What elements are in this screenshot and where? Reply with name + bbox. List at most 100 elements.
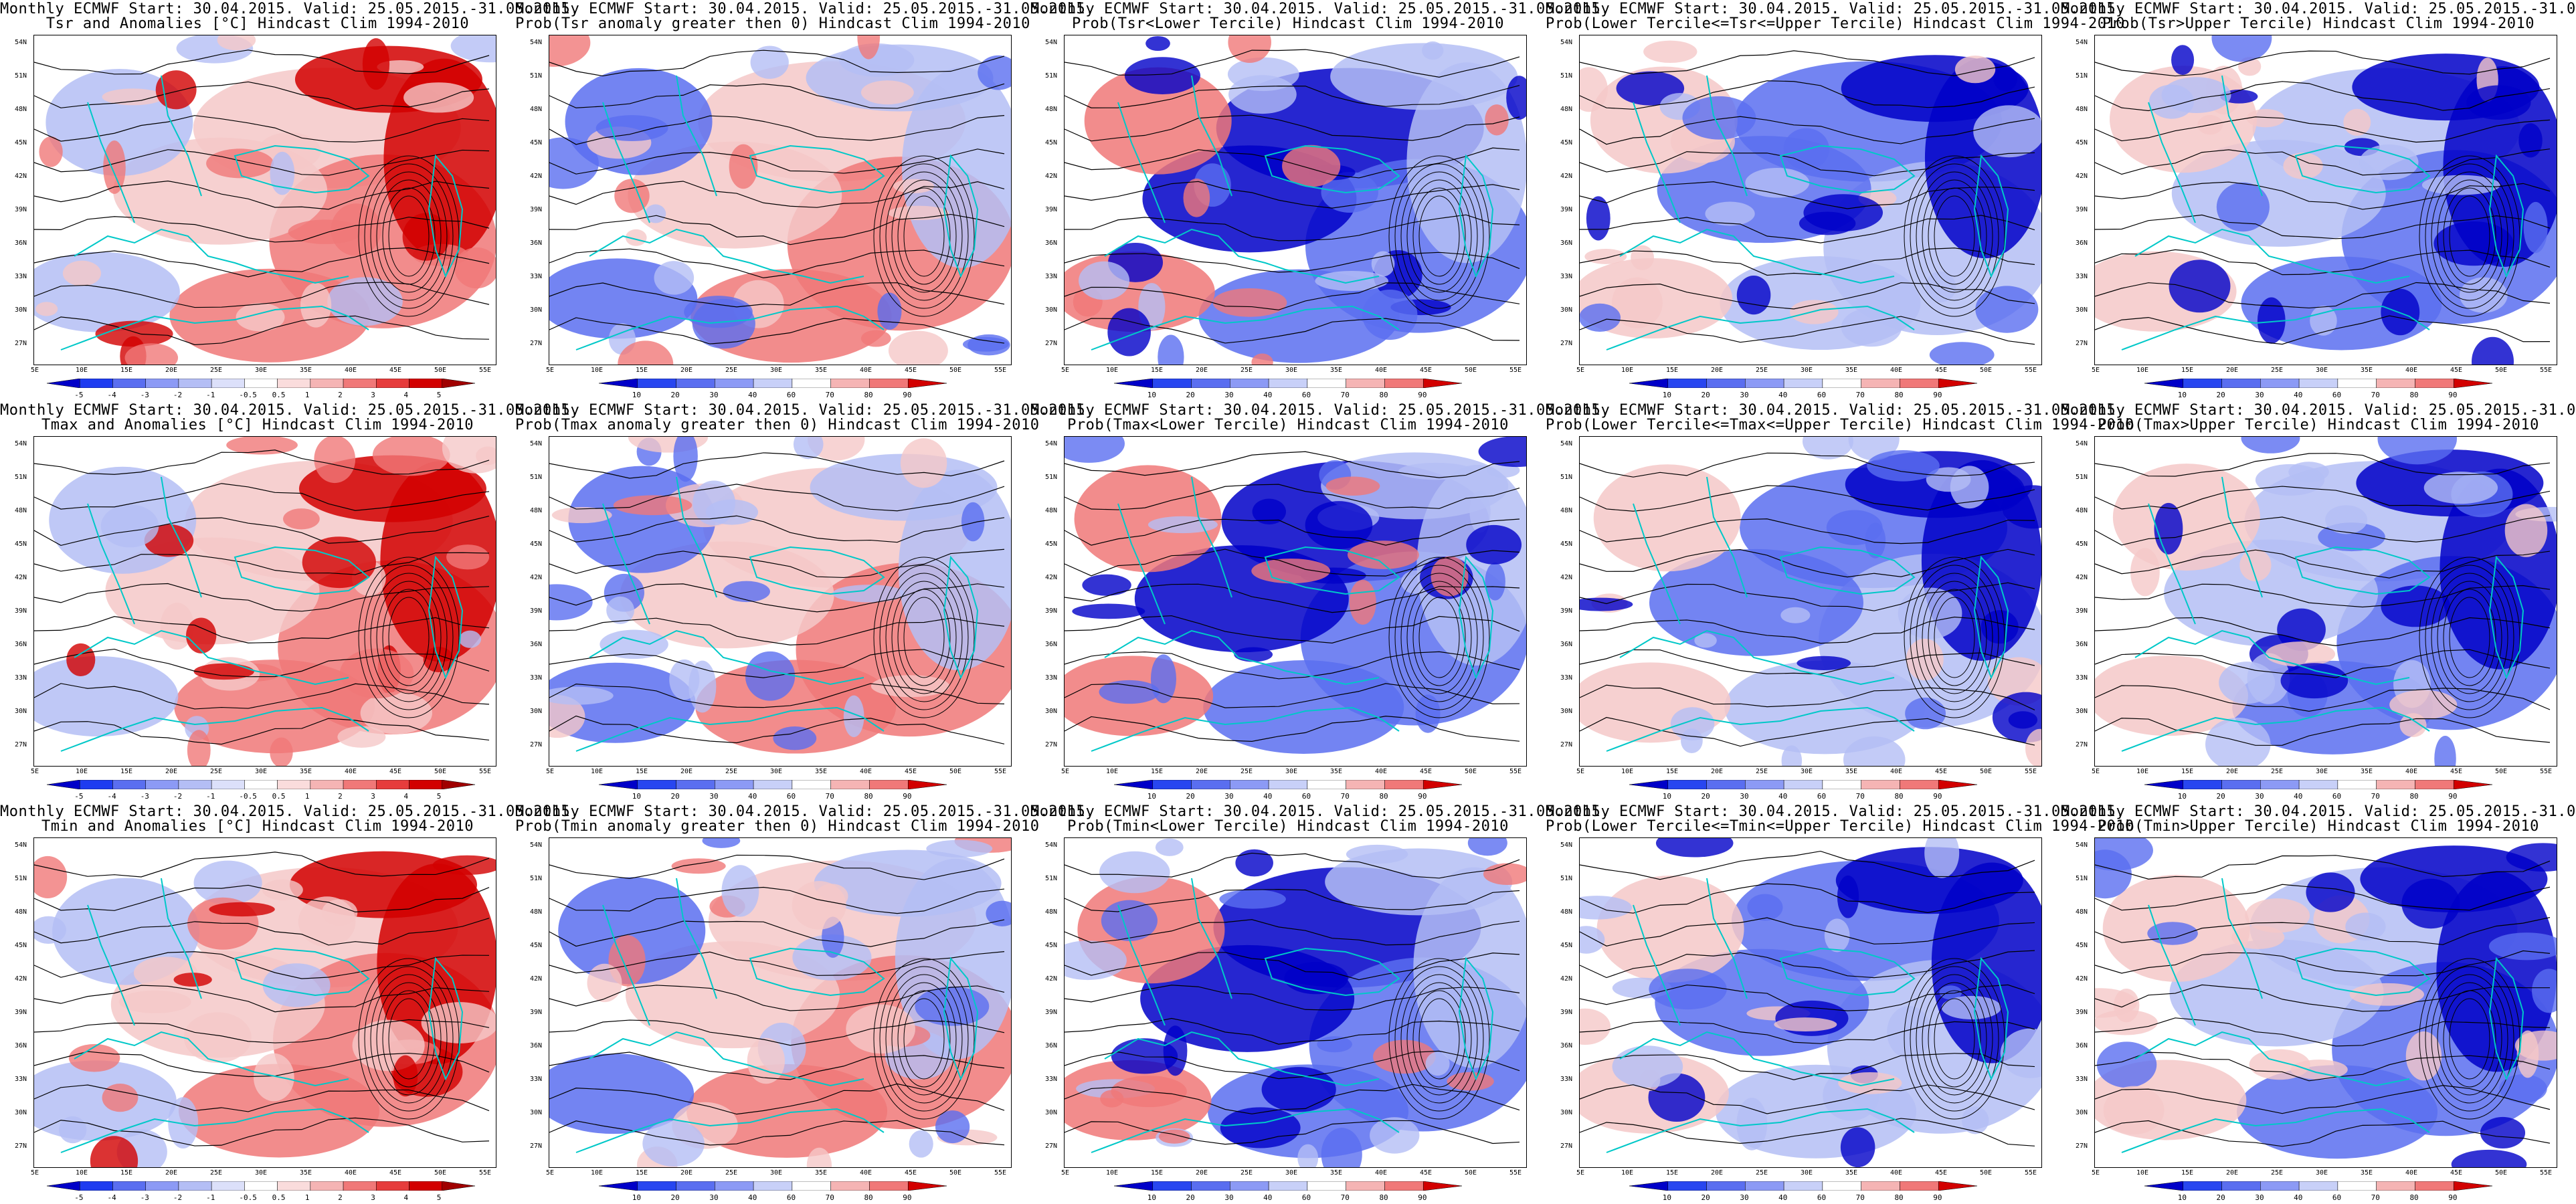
colorbar-tick: 10	[632, 792, 642, 801]
lon-label: 40E	[1890, 367, 1903, 374]
lat-label: 33N	[2076, 674, 2088, 682]
lon-label: 15E	[2181, 768, 2194, 775]
colorbar-tick: 70	[825, 1193, 834, 1202]
lon-label: 30E	[770, 367, 783, 374]
lon-label: 55E	[2025, 768, 2037, 775]
lon-label: 35E	[2361, 768, 2373, 775]
lat-label: 48N	[15, 908, 27, 916]
colorbar-tick: 80	[1379, 1193, 1388, 1202]
lon-label: 20E	[1196, 1169, 1208, 1177]
lon-label: 15E	[120, 1169, 133, 1177]
colorbar-tick: -3	[140, 792, 149, 801]
lat-label: 36N	[530, 239, 543, 247]
lon-label: 5E	[31, 768, 39, 775]
colorbar-tick: 80	[2409, 391, 2419, 399]
colorbar-tick: 10	[2177, 391, 2187, 399]
lat-label: 30N	[15, 708, 27, 715]
lon-label: 45E	[1420, 367, 1433, 374]
lon-label: 55E	[994, 768, 1007, 775]
lon-label: 15E	[1151, 1169, 1164, 1177]
lon-label: 40E	[345, 1169, 357, 1177]
lat-label: 48N	[2076, 106, 2088, 113]
lat-label: 54N	[15, 440, 27, 447]
lon-label: 30E	[1285, 367, 1298, 374]
panel-title: Prob(Tmax>Upper Tercile) Hindcast Clim 1…	[2098, 417, 2539, 433]
colorbar-tick: 90	[903, 792, 912, 801]
map-panel-tmax-prob-upper: Monthly ECMWF Start: 30.04.2015. Valid: …	[2061, 401, 2576, 803]
lon-label: 30E	[255, 768, 268, 775]
lat-label: 39N	[1560, 1009, 1573, 1016]
lat-label: 39N	[1045, 206, 1058, 213]
lat-label: 30N	[15, 1109, 27, 1116]
lon-label: 35E	[300, 367, 312, 374]
lat-label: 27N	[15, 340, 27, 347]
lon-label: 20E	[2226, 1169, 2239, 1177]
lon-label: 30E	[1801, 768, 1813, 775]
lat-label: 45N	[15, 540, 27, 548]
lat-label: 39N	[1560, 206, 1573, 213]
colorbar-tick: 60	[786, 391, 796, 399]
colorbar-tick: 70	[2371, 1193, 2380, 1202]
lon-label: 15E	[636, 1169, 648, 1177]
map-shading	[1580, 35, 2041, 365]
lon-label: 15E	[1666, 367, 1679, 374]
lon-label: 20E	[680, 1169, 693, 1177]
lon-label: 5E	[2092, 768, 2100, 775]
lat-label: 54N	[1560, 440, 1573, 447]
lat-label: 51N	[1560, 875, 1573, 882]
lat-label: 33N	[530, 674, 543, 682]
colorbar-tick: 0.5	[272, 792, 286, 801]
map-panel-tmax-prob-lower: Monthly ECMWF Start: 30.04.2015. Valid: …	[1030, 401, 1609, 803]
lon-label: 15E	[120, 768, 133, 775]
map-shading	[2095, 437, 2557, 766]
lon-label: 55E	[1509, 367, 1522, 374]
lat-label: 48N	[1045, 106, 1058, 113]
colorbar	[47, 1181, 475, 1191]
lon-label: 35E	[300, 768, 312, 775]
lat-label: 54N	[1560, 39, 1573, 46]
lat-label: 54N	[2076, 440, 2088, 447]
lon-label: 10E	[591, 768, 604, 775]
colorbar-tick: 40	[2294, 391, 2303, 399]
lat-label: 27N	[1045, 340, 1058, 347]
lat-label: 42N	[2076, 574, 2088, 581]
lon-label: 5E	[1061, 768, 1070, 775]
panel-title: Prob(Tmin anomaly greater then 0) Hindca…	[515, 818, 1040, 835]
colorbar-tick: 60	[2332, 1193, 2342, 1202]
colorbar-tick: 40	[1778, 792, 1788, 801]
lon-label: 30E	[2316, 768, 2328, 775]
colorbar-tick: 40	[748, 792, 757, 801]
lat-label: 39N	[1560, 607, 1573, 615]
colorbar	[1629, 780, 1977, 789]
lat-label: 42N	[1560, 173, 1573, 180]
lat-label: 30N	[2076, 306, 2088, 314]
map-panel-tmax-prob-gt0: Monthly ECMWF Start: 30.04.2015. Valid: …	[515, 401, 1094, 803]
map-shading	[1065, 838, 1526, 1167]
colorbar-tick: 10	[1662, 792, 1672, 801]
lon-label: 55E	[479, 1169, 492, 1177]
lat-label: 42N	[530, 975, 543, 983]
lat-label: 54N	[530, 39, 543, 46]
lon-label: 10E	[76, 768, 88, 775]
lat-label: 30N	[1560, 708, 1573, 715]
colorbar-tick: -5	[74, 792, 84, 801]
lat-label: 30N	[1560, 306, 1573, 314]
lat-label: 39N	[15, 206, 27, 213]
lat-label: 36N	[1045, 239, 1058, 247]
lon-label: 15E	[636, 367, 648, 374]
lat-label: 54N	[530, 841, 543, 849]
map-panel-tmin-prob-gt0: Monthly ECMWF Start: 30.04.2015. Valid: …	[515, 803, 1094, 1204]
lat-label: 54N	[15, 39, 27, 46]
colorbar-tick: 10	[2177, 1193, 2187, 1202]
lat-label: 48N	[530, 507, 543, 514]
lon-label: 20E	[1711, 1169, 1724, 1177]
lat-label: 33N	[2076, 1076, 2088, 1083]
colorbar-tick: 1	[304, 792, 310, 801]
lon-label: 40E	[2405, 768, 2418, 775]
colorbar	[1114, 1181, 1462, 1191]
colorbar-tick: 40	[1263, 792, 1273, 801]
lat-label: 48N	[1045, 908, 1058, 916]
lon-label: 20E	[1196, 367, 1208, 374]
lon-label: 30E	[1285, 1169, 1298, 1177]
lat-label: 39N	[1045, 607, 1058, 615]
